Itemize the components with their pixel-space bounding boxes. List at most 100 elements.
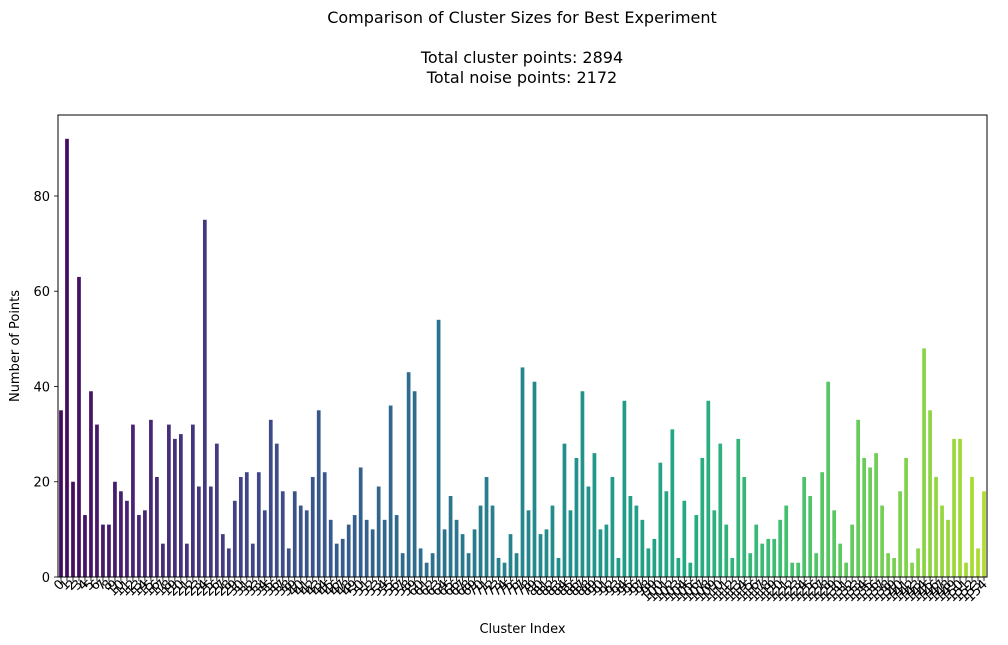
bar (904, 457, 908, 577)
bar (364, 519, 369, 577)
bar (670, 429, 675, 577)
bar (808, 496, 813, 577)
bar (580, 391, 585, 577)
y-axis: 0 20 40 60 80 (33, 190, 58, 586)
bar (586, 486, 591, 577)
bar (568, 510, 573, 577)
bar (688, 562, 693, 577)
bar (916, 548, 920, 577)
bar (880, 505, 884, 577)
bar (646, 548, 651, 577)
bar (952, 438, 956, 577)
bar (772, 538, 777, 577)
y-tick-label: 40 (33, 380, 50, 395)
bar (484, 476, 489, 577)
bar (628, 496, 633, 577)
bar (574, 457, 579, 577)
bar (796, 562, 801, 577)
bar (77, 276, 81, 577)
bar (898, 491, 902, 577)
bar (856, 419, 860, 577)
bar (262, 510, 267, 577)
bar (820, 472, 825, 577)
x-axis: 0123456789101112131415161718192021222324… (51, 577, 991, 605)
bar (322, 472, 327, 577)
bar (137, 515, 141, 577)
bar (424, 562, 429, 577)
bar (394, 515, 399, 577)
bar (454, 519, 459, 577)
bar (89, 391, 93, 577)
bar (832, 510, 837, 577)
bar (964, 562, 968, 577)
bar (694, 515, 699, 577)
bar (634, 505, 639, 577)
bar (976, 548, 980, 577)
bar (958, 438, 962, 577)
bar (352, 515, 357, 577)
bar (802, 476, 807, 577)
bar (700, 457, 705, 577)
bar (850, 524, 855, 577)
bar (304, 510, 309, 577)
y-tick-label: 20 (33, 476, 50, 491)
chart-title: Comparison of Cluster Sizes for Best Exp… (327, 8, 717, 27)
bar (766, 538, 771, 577)
bar (406, 372, 411, 577)
bar (214, 443, 219, 577)
bar (514, 553, 519, 577)
bar (316, 410, 321, 577)
bar (790, 562, 795, 577)
bar (652, 538, 657, 577)
bar (706, 400, 711, 577)
bar (610, 476, 615, 577)
bar (502, 562, 507, 577)
bar (544, 529, 549, 577)
bar (220, 534, 225, 577)
x-axis-label: Cluster Index (479, 622, 565, 637)
bar (886, 553, 890, 577)
bar (490, 505, 495, 577)
bar (550, 505, 555, 577)
bar (358, 467, 363, 577)
bar (868, 467, 872, 577)
chart-title-block: Comparison of Cluster Sizes for Best Exp… (0, 8, 1008, 88)
bar (724, 524, 729, 577)
bar (922, 348, 926, 577)
bar (382, 519, 387, 577)
bar (712, 510, 717, 577)
bar (232, 500, 237, 577)
bar (155, 476, 159, 577)
bar (418, 548, 423, 577)
bar (161, 543, 165, 577)
bar (520, 367, 525, 577)
bar (143, 510, 147, 577)
bar (754, 524, 759, 577)
bar (310, 476, 315, 577)
bar (412, 391, 417, 577)
bar (982, 491, 986, 577)
bar (244, 472, 249, 577)
bar (185, 543, 189, 577)
bar (526, 510, 531, 577)
chart-subtitle-line-2: Total noise points: 2172 (426, 68, 618, 87)
bar (928, 410, 932, 577)
bar (814, 553, 819, 577)
bar (466, 553, 471, 577)
y-tick-label: 80 (33, 190, 50, 205)
bar (844, 562, 849, 577)
bar (119, 491, 123, 577)
bar (346, 524, 351, 577)
bar (250, 543, 255, 577)
bar (328, 519, 333, 577)
bar (658, 462, 663, 577)
bar (970, 476, 974, 577)
bar (83, 515, 87, 577)
y-tick-label: 0 (42, 571, 50, 586)
bar (274, 443, 279, 577)
bar (101, 524, 105, 577)
bar (676, 557, 681, 577)
bar (742, 476, 747, 577)
bar (442, 529, 447, 577)
